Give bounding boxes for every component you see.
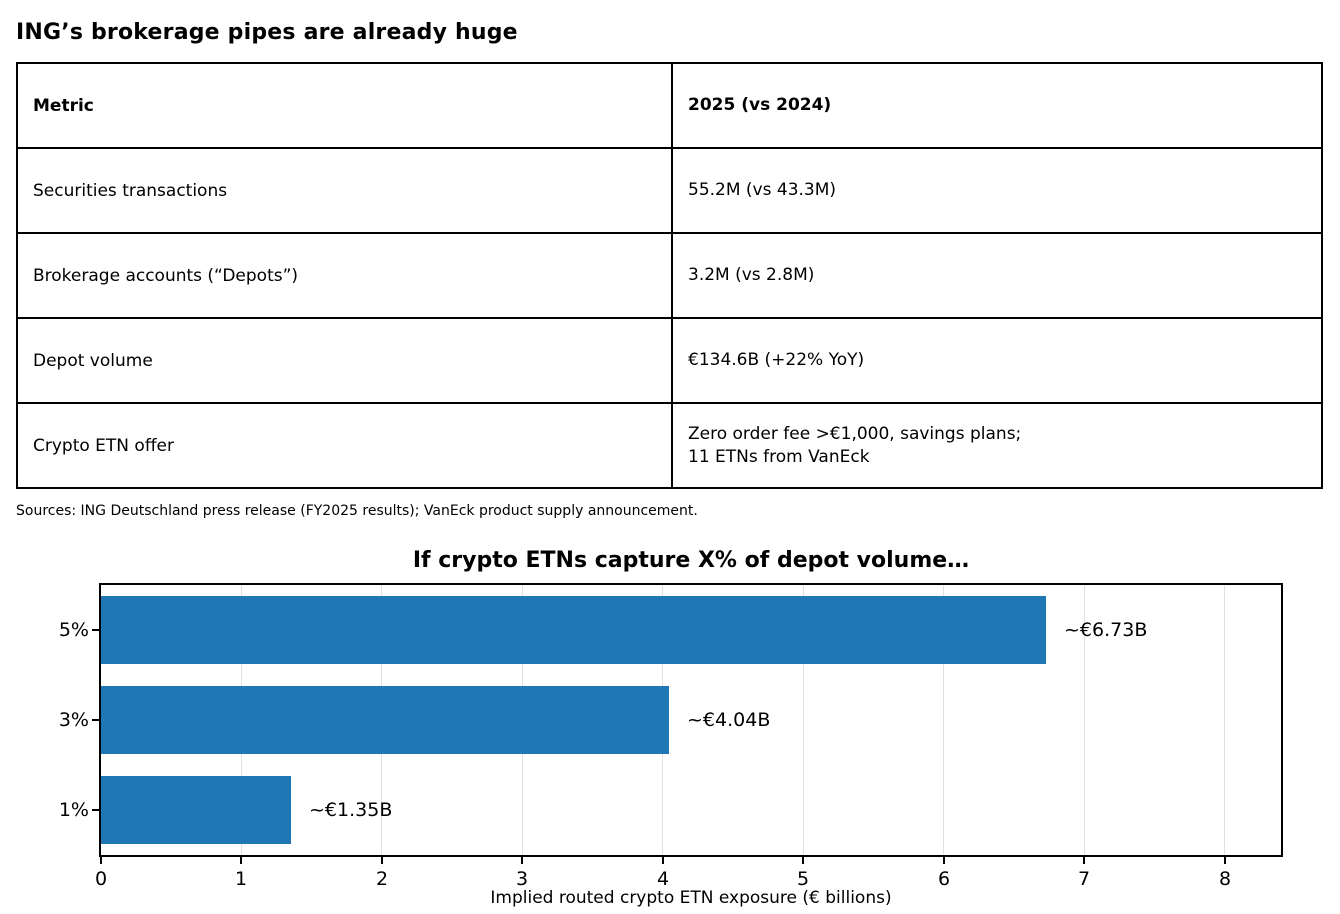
table-cell-value: €134.6B (+22% YoY)	[671, 317, 1323, 404]
x-tick-mark	[1083, 857, 1085, 864]
sources-note: Sources: ING Deutschland press release (…	[16, 503, 698, 519]
table-cell-value: Zero order fee >€1,000, savings plans; 1…	[671, 402, 1323, 489]
table-header-row: Metric 2025 (vs 2024)	[16, 62, 1323, 149]
table-cell-metric: Brokerage accounts (“Depots”)	[16, 232, 673, 319]
x-tick-mark	[521, 857, 523, 864]
x-tick-label: 3	[515, 868, 529, 890]
table-row: Brokerage accounts (“Depots”) 3.2M (vs 2.…	[16, 232, 1323, 319]
table-cell-metric: Depot volume	[16, 317, 673, 404]
bar-1%	[101, 776, 291, 844]
bar-value-label: ~€1.35B	[309, 799, 393, 821]
y-tick-mark	[92, 719, 99, 721]
chart-title: If crypto ETNs capture X% of depot volum…	[412, 548, 970, 573]
y-tick-label: 1%	[58, 799, 89, 821]
y-tick-label: 5%	[58, 619, 89, 641]
table-header-value: 2025 (vs 2024)	[671, 62, 1323, 149]
x-tick-label: 7	[1077, 868, 1091, 890]
table-cell-value: 55.2M (vs 43.3M)	[671, 147, 1323, 234]
x-tick-label: 5	[796, 868, 810, 890]
x-tick-label: 8	[1218, 868, 1232, 890]
x-tick-label: 2	[375, 868, 389, 890]
gridline	[1224, 585, 1226, 855]
plot-area: ~€6.73B ~€4.04B ~€1.35B	[99, 583, 1283, 857]
x-tick-mark	[381, 857, 383, 864]
bar-5%	[101, 596, 1046, 664]
y-tick-mark	[92, 809, 99, 811]
gridline	[943, 585, 945, 855]
metrics-table: Metric 2025 (vs 2024) Securities transac…	[16, 62, 1323, 489]
x-tick-label: 1	[234, 868, 248, 890]
bar-value-label: ~€6.73B	[1064, 619, 1148, 641]
x-tick-mark	[1224, 857, 1226, 864]
x-tick-label: 6	[937, 868, 951, 890]
y-tick-label: 3%	[58, 709, 89, 731]
table-row: Depot volume €134.6B (+22% YoY)	[16, 317, 1323, 404]
y-tick-mark	[92, 629, 99, 631]
x-tick-label: 0	[94, 868, 108, 890]
x-tick-mark	[100, 857, 102, 864]
table-cell-value: 3.2M (vs 2.8M)	[671, 232, 1323, 319]
x-tick-mark	[802, 857, 804, 864]
x-axis-label: Implied routed crypto ETN exposure (€ bi…	[490, 888, 892, 908]
bar-3%	[101, 686, 669, 754]
x-tick-mark	[943, 857, 945, 864]
gridline	[802, 585, 804, 855]
x-tick-mark	[240, 857, 242, 864]
table-cell-metric: Securities transactions	[16, 147, 673, 234]
x-tick-mark	[662, 857, 664, 864]
x-tick-label: 4	[656, 868, 670, 890]
table-row: Securities transactions 55.2M (vs 43.3M)	[16, 147, 1323, 234]
table-header-metric: Metric	[16, 62, 673, 149]
table-row: Crypto ETN offer Zero order fee >€1,000, …	[16, 402, 1323, 489]
table-cell-metric: Crypto ETN offer	[16, 402, 673, 489]
gridline	[1083, 585, 1085, 855]
page-title: ING’s brokerage pipes are already huge	[16, 20, 518, 45]
bar-value-label: ~€4.04B	[687, 709, 771, 731]
